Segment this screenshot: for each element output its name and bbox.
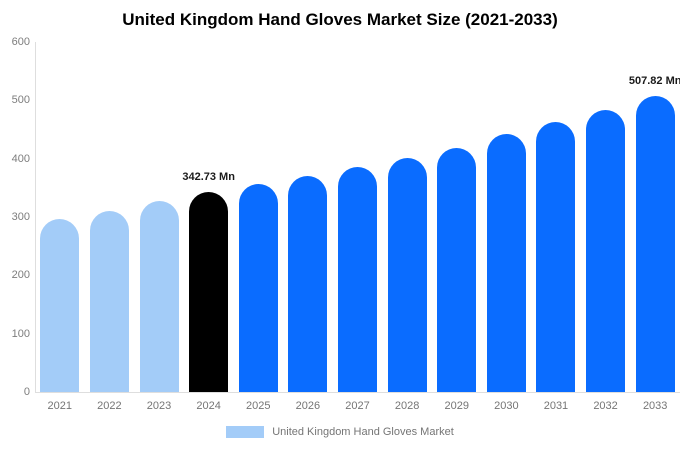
- y-axis-tick-label: 100: [11, 327, 30, 340]
- value-label-2033: 507.82 Mn: [628, 74, 680, 87]
- y-axis-line: [35, 42, 36, 392]
- x-axis-tick-label: 2023: [146, 400, 172, 412]
- x-axis-tick-label: 2026: [295, 400, 321, 412]
- chart-title: United Kingdom Hand Gloves Market Size (…: [122, 10, 558, 29]
- x-axis-tick-label: 2032: [593, 400, 618, 412]
- value-label-2024: 342.73 Mn: [182, 171, 235, 184]
- bar-2027: [338, 166, 377, 392]
- x-axis-tick-label: 2029: [444, 400, 469, 412]
- x-axis-tick-label: 2025: [246, 400, 271, 412]
- legend-label: United Kingdom Hand Gloves Market: [272, 426, 454, 438]
- bar-2032: [586, 109, 626, 392]
- x-axis-tick-label: 2024: [196, 400, 221, 412]
- bar-2026: [288, 175, 328, 392]
- x-axis-line: [35, 392, 680, 393]
- bar-2028: [387, 157, 427, 392]
- x-axis-tick-label: 2031: [543, 400, 569, 412]
- legend-swatch: [226, 426, 265, 438]
- x-axis-tick-label: 2033: [642, 400, 668, 412]
- legend: United Kingdom Hand Gloves Market: [0, 426, 680, 438]
- x-axis-tick-label: 2027: [345, 400, 370, 412]
- x-axis-tick-label: 2028: [394, 400, 420, 412]
- y-axis-tick-label: 600: [11, 36, 30, 48]
- x-axis-tick-label: 2030: [494, 400, 519, 412]
- bar-2029: [437, 147, 477, 392]
- y-axis-tick-label: 500: [11, 94, 30, 107]
- bar-2030: [486, 134, 526, 392]
- y-axis-tick-label: 200: [11, 269, 30, 282]
- x-axis-tick-label: 2021: [47, 400, 73, 412]
- bar-2021: [40, 218, 80, 392]
- bar-2025: [238, 184, 278, 392]
- y-axis-tick-label: 300: [11, 211, 30, 223]
- bar-2031: [536, 121, 576, 392]
- bar-2033: [635, 95, 675, 392]
- bar-2024: [189, 192, 229, 392]
- x-axis-tick-label: 2022: [97, 400, 122, 412]
- y-axis-tick-label: 0: [23, 386, 30, 398]
- bar-2022: [89, 210, 129, 392]
- y-axis-tick-label: 400: [11, 152, 30, 165]
- bar-2023: [139, 201, 179, 392]
